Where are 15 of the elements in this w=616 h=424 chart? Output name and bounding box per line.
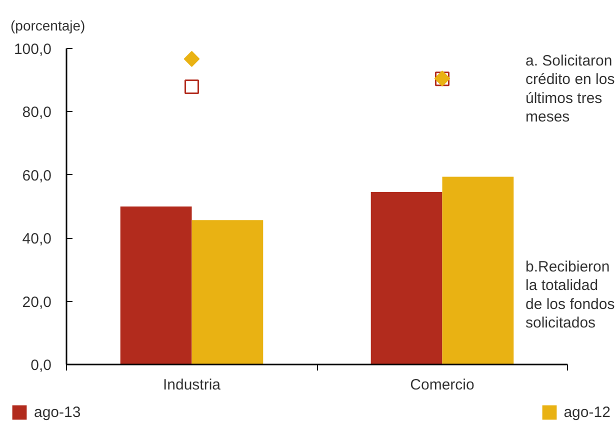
annotation: b.Recibieron la totalidad de los fondos solicitados xyxy=(526,258,615,332)
legend-label: ago-12 xyxy=(564,403,610,421)
y-tick-label: 100,0 xyxy=(14,41,52,58)
point xyxy=(184,79,199,94)
y-axis-title: (porcentaje) xyxy=(10,18,86,34)
y-tick-label: 0,0 xyxy=(30,357,52,374)
annotation: a. Solicitaron crédito en los últimos tres meses xyxy=(526,52,615,126)
x-tick-label: Comercio xyxy=(410,376,474,394)
y-tick-label: 80,0 xyxy=(22,104,52,122)
y-tick-label: 60,0 xyxy=(22,167,52,184)
x-tick-label: Industria xyxy=(162,376,222,394)
y-tick-label: 20,0 xyxy=(22,294,52,311)
point xyxy=(184,51,200,67)
legend-label: ago-13 xyxy=(34,403,81,421)
y-tick-label: 40,0 xyxy=(22,230,52,248)
